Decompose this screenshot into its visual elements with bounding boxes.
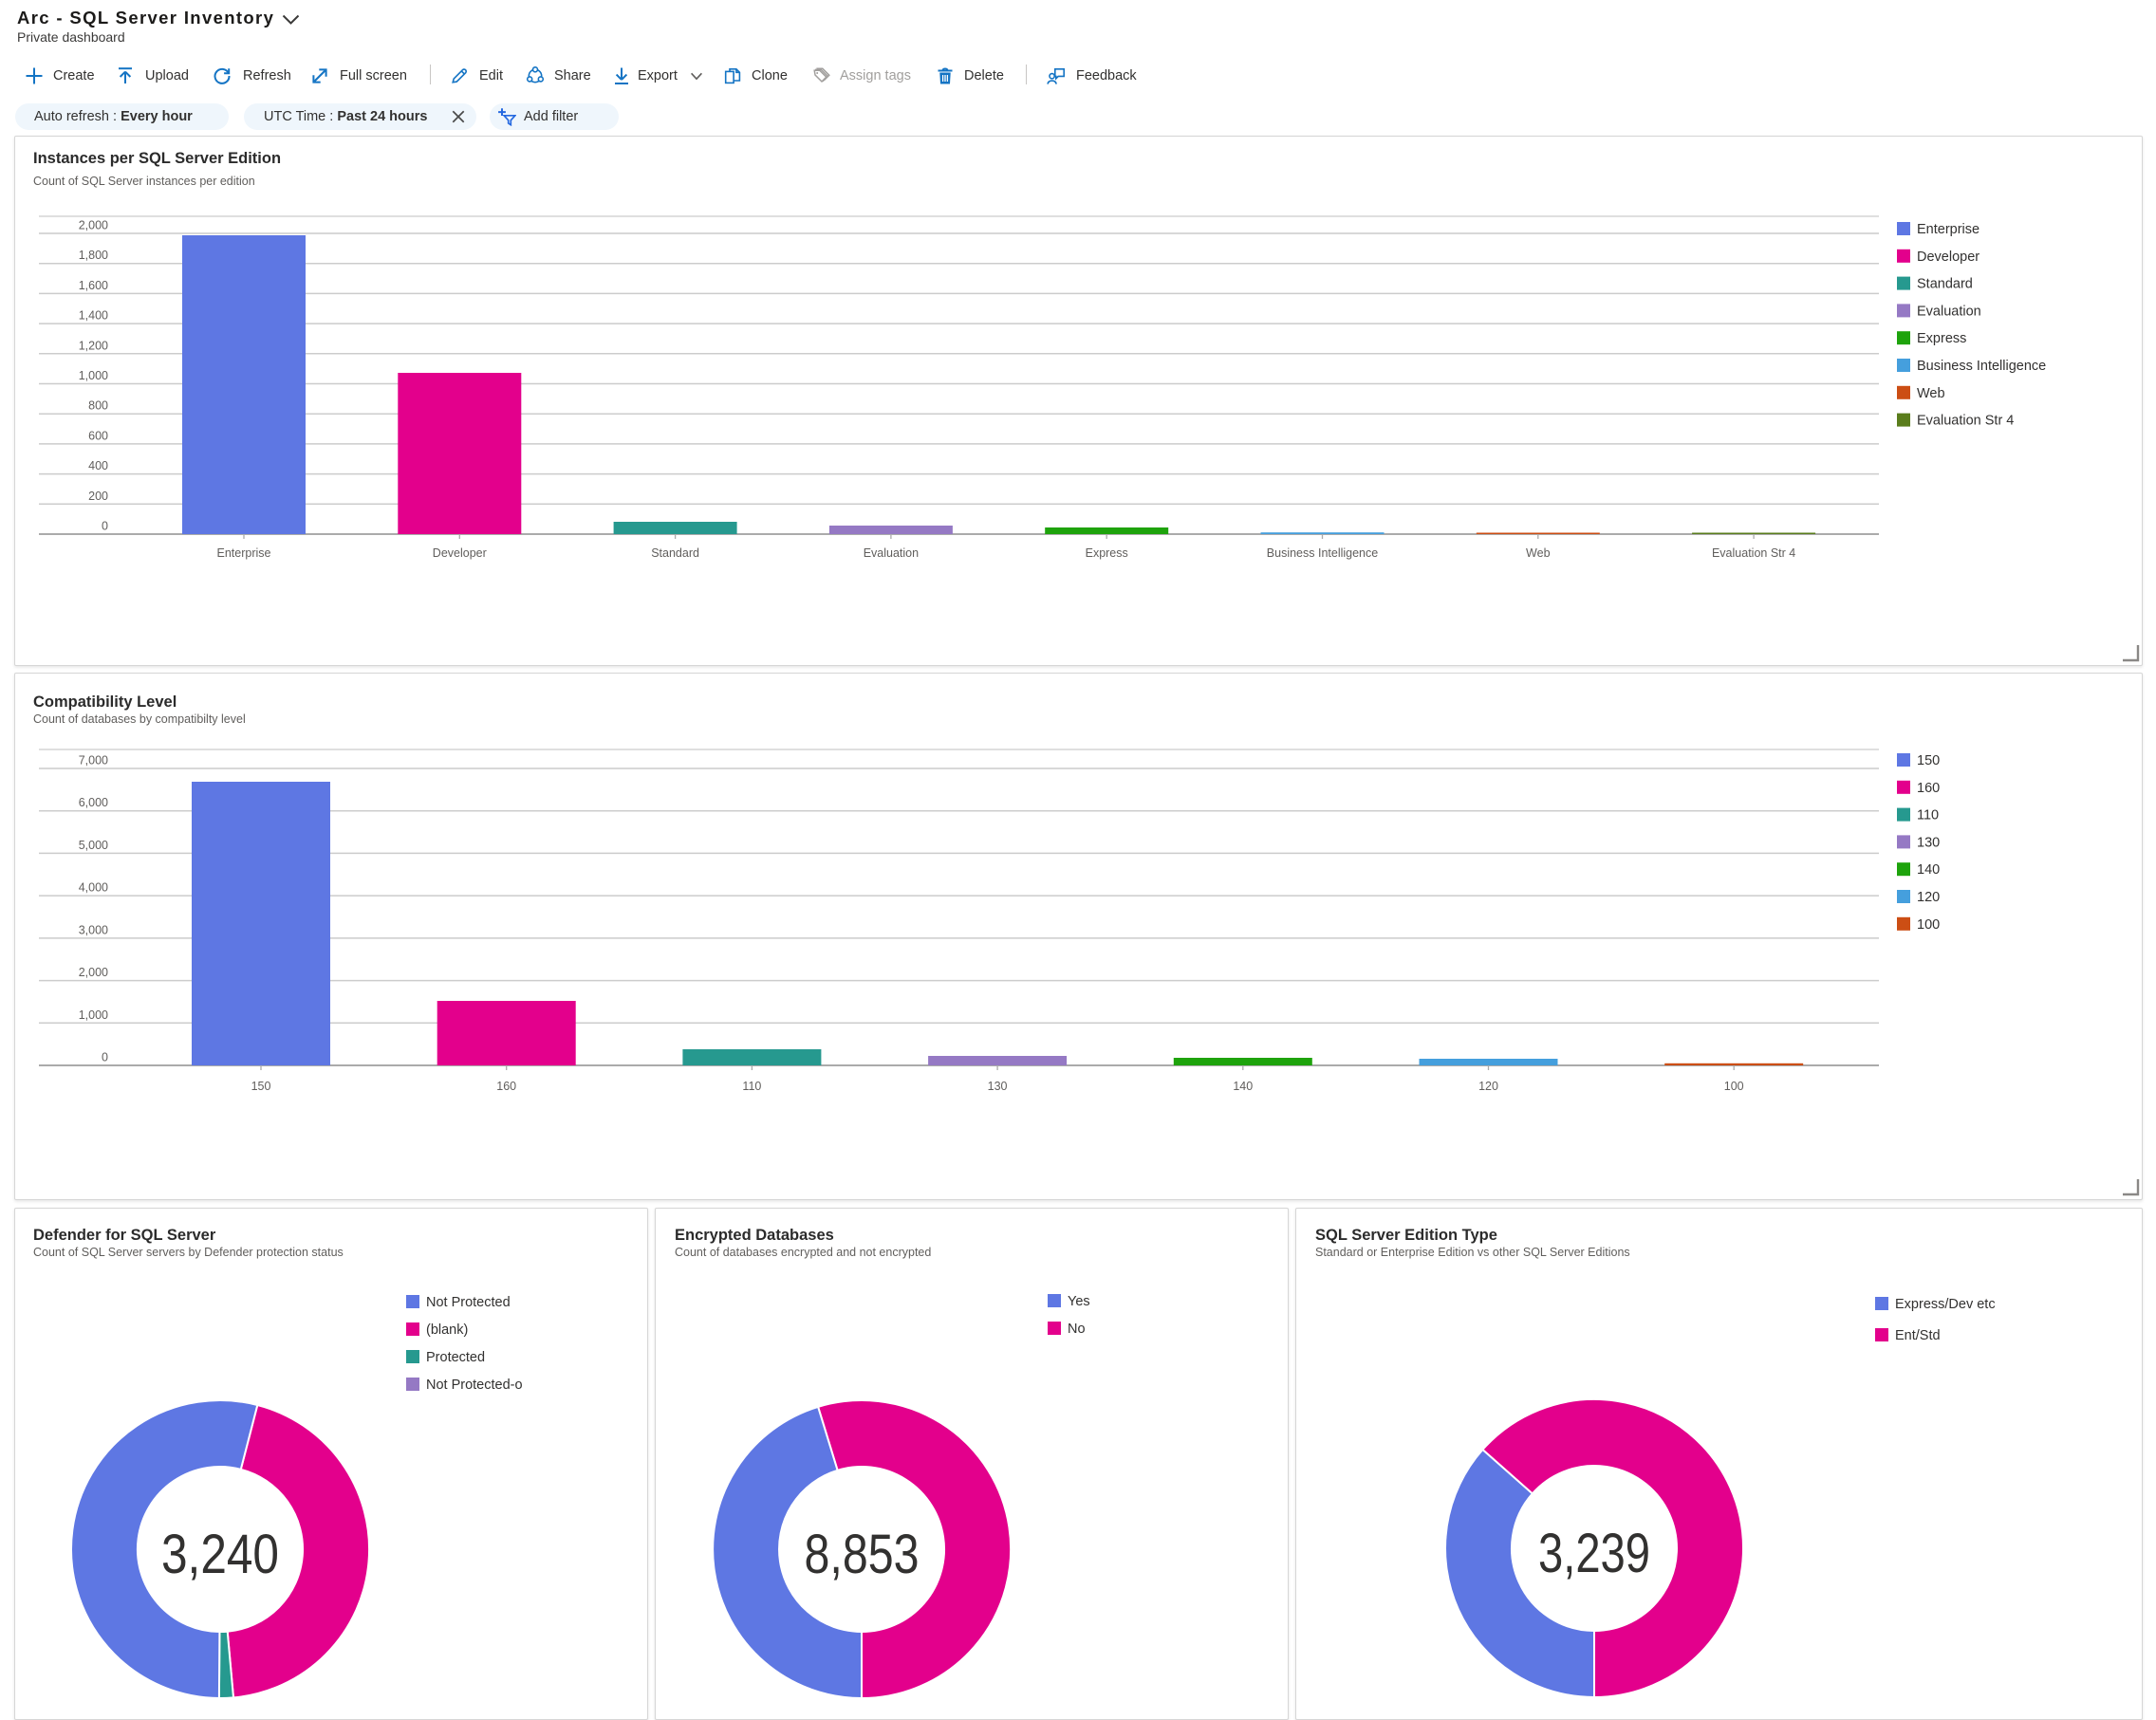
svg-text:1,000: 1,000 [79, 1008, 108, 1022]
svg-text:Express: Express [1086, 546, 1128, 560]
svg-text:2,000: 2,000 [79, 966, 108, 979]
svg-text:Developer: Developer [433, 546, 487, 560]
svg-text:150: 150 [251, 1080, 271, 1093]
svg-text:7,000: 7,000 [79, 754, 108, 768]
svg-text:110: 110 [1917, 808, 1939, 823]
svg-text:Evaluation: Evaluation [864, 546, 919, 560]
svg-text:140: 140 [1233, 1080, 1253, 1093]
svg-text:Enterprise: Enterprise [1917, 222, 1979, 237]
svg-text:Protected: Protected [426, 1350, 485, 1365]
svg-text:1,600: 1,600 [79, 279, 108, 292]
svg-text:Business Intelligence: Business Intelligence [1267, 546, 1378, 560]
svg-text:Standard: Standard [651, 546, 699, 560]
svg-text:120: 120 [1478, 1080, 1498, 1093]
svg-text:130: 130 [1917, 835, 1940, 850]
svg-text:Evaluation: Evaluation [1917, 304, 1981, 319]
svg-text:(blank): (blank) [426, 1322, 468, 1338]
svg-text:0: 0 [102, 520, 108, 533]
svg-text:Standard: Standard [1917, 277, 1973, 292]
svg-text:Business Intelligence: Business Intelligence [1917, 359, 2046, 374]
svg-text:Yes: Yes [1068, 1294, 1090, 1309]
svg-text:8,853: 8,853 [805, 1524, 920, 1585]
svg-text:1,000: 1,000 [79, 369, 108, 382]
svg-text:Evaluation Str 4: Evaluation Str 4 [1712, 546, 1795, 560]
svg-text:140: 140 [1917, 862, 1940, 878]
svg-text:600: 600 [88, 429, 108, 442]
svg-text:800: 800 [88, 399, 108, 413]
svg-text:110: 110 [742, 1080, 761, 1093]
svg-text:130: 130 [988, 1080, 1008, 1093]
svg-text:No: No [1068, 1322, 1086, 1337]
svg-text:3,240: 3,240 [161, 1524, 279, 1585]
svg-text:Developer: Developer [1917, 250, 1979, 265]
svg-text:160: 160 [1917, 781, 1940, 796]
svg-text:Web: Web [1526, 546, 1551, 560]
svg-text:1,200: 1,200 [79, 339, 108, 352]
svg-text:3,239: 3,239 [1538, 1523, 1650, 1584]
svg-text:100: 100 [1724, 1080, 1744, 1093]
svg-text:2,000: 2,000 [79, 219, 108, 232]
svg-text:Enterprise: Enterprise [217, 546, 271, 560]
svg-text:5,000: 5,000 [79, 839, 108, 852]
svg-text:160: 160 [496, 1080, 516, 1093]
svg-text:100: 100 [1917, 917, 1940, 933]
svg-text:Express: Express [1917, 331, 1966, 346]
svg-text:Ent/Std: Ent/Std [1895, 1328, 1941, 1343]
svg-text:Not Protected: Not Protected [426, 1295, 511, 1310]
svg-text:Not Protected-o: Not Protected-o [426, 1378, 523, 1393]
svg-text:Evaluation Str 4: Evaluation Str 4 [1917, 414, 2014, 429]
svg-text:0: 0 [102, 1051, 108, 1064]
svg-text:150: 150 [1917, 753, 1940, 768]
svg-text:4,000: 4,000 [79, 881, 108, 895]
svg-text:3,000: 3,000 [79, 923, 108, 936]
svg-text:120: 120 [1917, 890, 1940, 905]
svg-text:400: 400 [88, 459, 108, 472]
svg-text:1,400: 1,400 [79, 309, 108, 323]
svg-text:200: 200 [88, 490, 108, 503]
svg-text:Web: Web [1917, 386, 1945, 401]
svg-text:Express/Dev etc: Express/Dev etc [1895, 1297, 1996, 1312]
svg-text:6,000: 6,000 [79, 796, 108, 809]
svg-text:1,800: 1,800 [79, 249, 108, 262]
